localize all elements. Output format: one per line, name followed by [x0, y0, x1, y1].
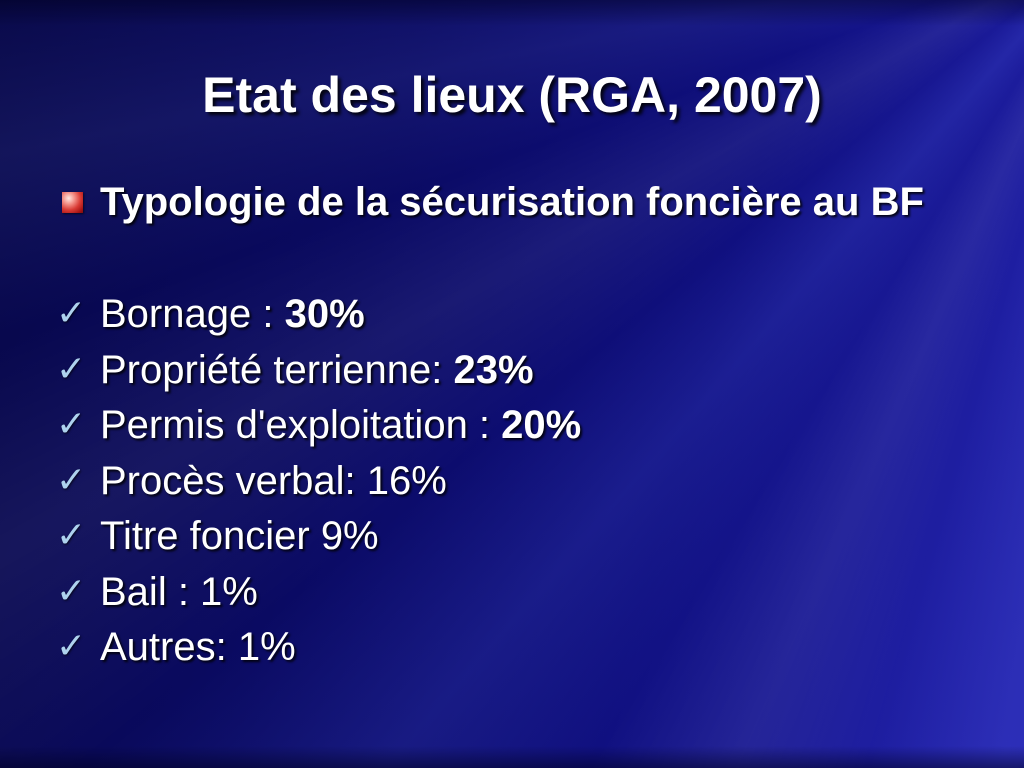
item-label: Autres:	[100, 625, 238, 669]
checkmark-icon: ✓	[56, 403, 87, 444]
checkmark-icon: ✓	[56, 569, 87, 611]
square-bullet-icon	[62, 192, 83, 213]
check-list-item: ✓ Bornage : 30%	[0, 292, 1024, 348]
check-list-item: ✓ Procès verbal: 16%	[0, 459, 1024, 515]
item-label: Titre foncier	[100, 514, 321, 558]
slide-title: Etat des lieux (RGA, 2007)	[202, 67, 822, 123]
item-label: Permis d'exploitation :	[100, 403, 502, 447]
check-list: ✓ Bornage : 30% ✓ Propriété terrienne: 23% ✓…	[0, 292, 1024, 681]
check-list-item: ✓ Permis d'exploitation : 20%	[0, 403, 1024, 459]
checkmark-icon: ✓	[56, 347, 87, 389]
checkmark-icon: ✓	[56, 458, 87, 500]
item-label: Bail :	[100, 569, 201, 614]
item-label: Procès verbal:	[100, 458, 367, 503]
item-label: Propriété terrienne:	[100, 347, 454, 392]
item-value: 16%	[366, 458, 447, 503]
item-value: 20%	[501, 403, 582, 447]
checkmark-icon: ✓	[56, 514, 87, 555]
heading-row: Typologie de la sécurisation foncière au…	[0, 180, 1024, 225]
check-list-item: ✓ Bail : 1%	[0, 570, 1024, 626]
check-list-item: ✓ Propriété terrienne: 23%	[0, 348, 1024, 404]
checkmark-icon: ✓	[56, 625, 87, 666]
item-value: 30%	[284, 292, 365, 336]
heading-text: Typologie de la sécurisation foncière au…	[100, 180, 924, 224]
check-list-item: ✓ Autres: 1%	[0, 625, 1024, 681]
item-value: 9%	[320, 514, 379, 558]
item-value: 23%	[453, 347, 534, 392]
checkmark-icon: ✓	[56, 292, 87, 333]
item-value: 1%	[237, 625, 296, 669]
check-list-item: ✓ Titre foncier 9%	[0, 514, 1024, 570]
item-label: Bornage :	[100, 292, 285, 336]
item-value: 1%	[200, 569, 258, 614]
